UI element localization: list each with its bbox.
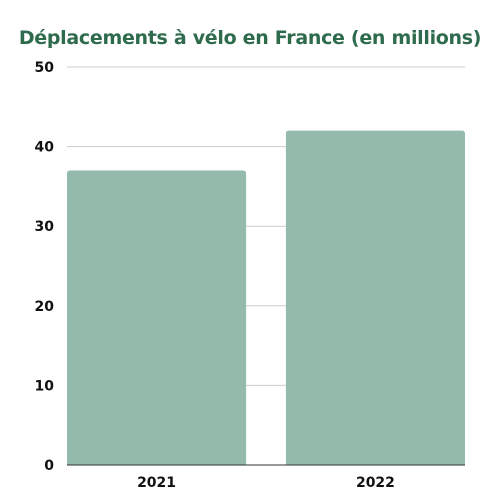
y-tick-label: 50 [35,60,55,76]
x-tick-label: 2022 [356,475,395,491]
bar-2021 [67,170,247,466]
x-tick-label: 2021 [137,475,176,491]
y-tick-label: 20 [35,299,55,315]
chart-title: Déplacements à vélo en France (en millio… [18,27,482,49]
y-tick-label: 10 [35,378,55,394]
bar-2022 [285,130,465,465]
y-tick-label: 40 [35,140,55,156]
y-tick-label: 0 [44,458,54,474]
y-tick-label: 30 [35,219,55,235]
